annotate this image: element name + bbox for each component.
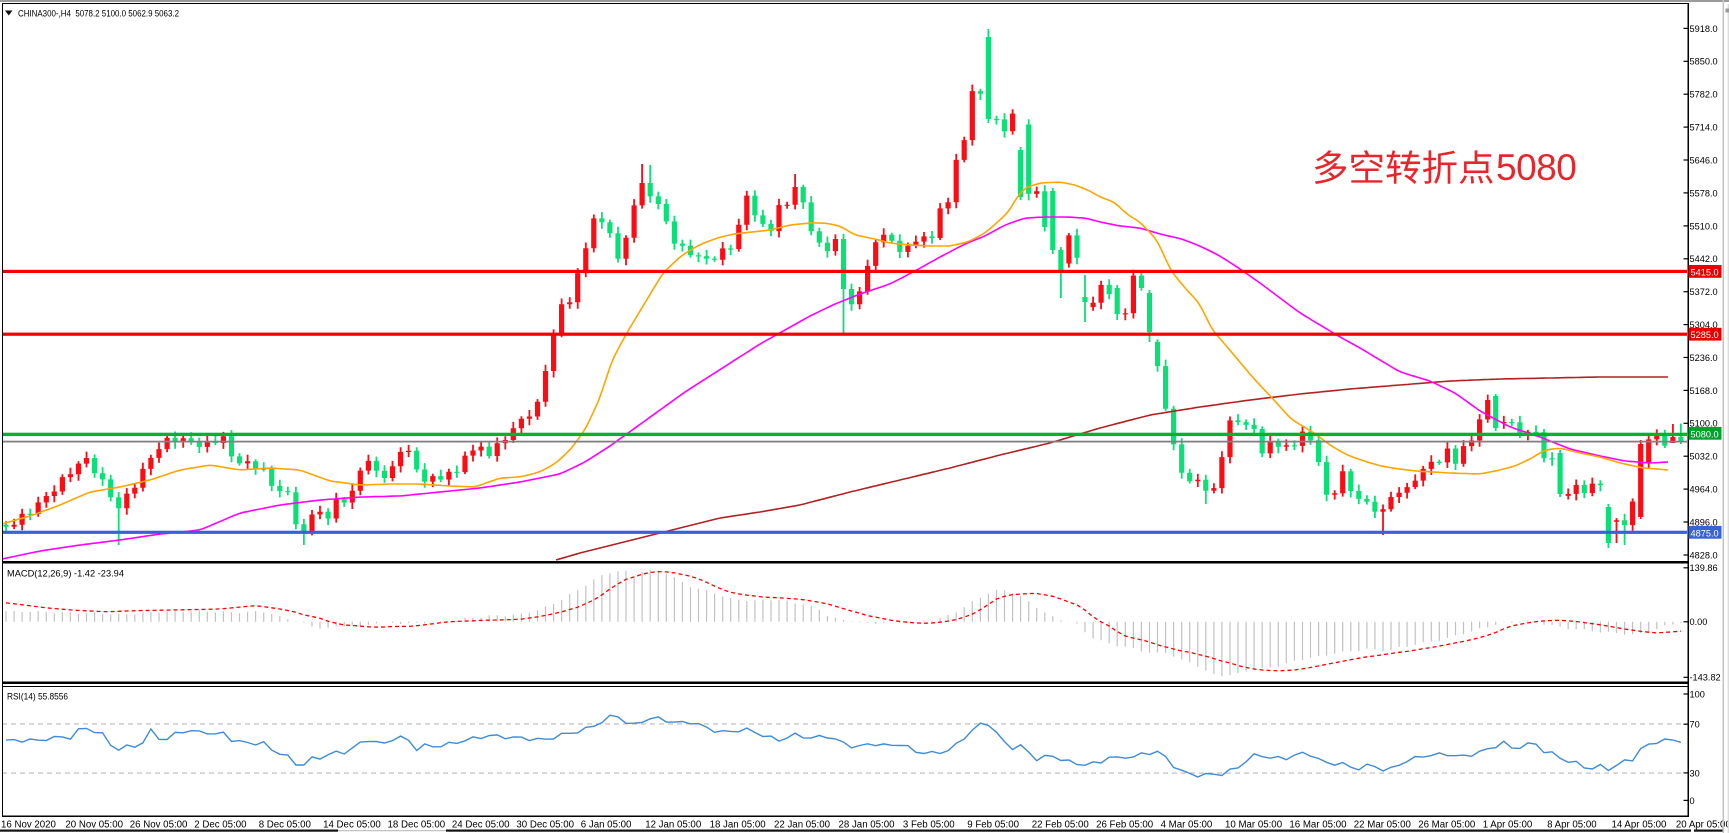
svg-text:26 Nov 05:00: 26 Nov 05:00	[130, 820, 188, 831]
svg-text:26 Feb 05:00: 26 Feb 05:00	[1096, 820, 1154, 831]
svg-text:22 Jan 05:00: 22 Jan 05:00	[774, 820, 831, 831]
svg-text:MACD(12,26,9) -1.42 -23.94: MACD(12,26,9) -1.42 -23.94	[7, 569, 124, 579]
svg-text:5032.0: 5032.0	[1690, 452, 1718, 462]
svg-text:14 Apr 05:00: 14 Apr 05:00	[1612, 820, 1668, 831]
svg-text:12 Jan 05:00: 12 Jan 05:00	[645, 820, 702, 831]
svg-text:5168.0: 5168.0	[1690, 386, 1718, 396]
svg-text:8 Apr 05:00: 8 Apr 05:00	[1547, 820, 1597, 831]
svg-text:5918.0: 5918.0	[1690, 24, 1718, 34]
svg-text:5372.0: 5372.0	[1690, 287, 1718, 297]
svg-text:2 Dec 05:00: 2 Dec 05:00	[194, 820, 247, 831]
svg-text:4875.0: 4875.0	[1691, 528, 1719, 538]
svg-text:5285.0: 5285.0	[1691, 330, 1719, 340]
svg-text:14 Dec 05:00: 14 Dec 05:00	[323, 820, 381, 831]
svg-text:139.86: 139.86	[1690, 563, 1718, 573]
svg-text:30: 30	[1690, 768, 1700, 778]
svg-text:9 Feb 05:00: 9 Feb 05:00	[967, 820, 1019, 831]
svg-text:30 Dec 05:00: 30 Dec 05:00	[516, 820, 574, 831]
svg-text:24 Dec 05:00: 24 Dec 05:00	[452, 820, 510, 831]
svg-text:22 Mar 05:00: 22 Mar 05:00	[1354, 820, 1412, 831]
svg-text:18 Jan 05:00: 18 Jan 05:00	[710, 820, 767, 831]
svg-text:5415.0: 5415.0	[1691, 267, 1719, 277]
svg-text:5850.0: 5850.0	[1690, 57, 1718, 67]
svg-text:18 Dec 05:00: 18 Dec 05:00	[388, 820, 446, 831]
svg-text:26 Mar 05:00: 26 Mar 05:00	[1418, 820, 1476, 831]
svg-text:20 Nov 05:00: 20 Nov 05:00	[65, 820, 123, 831]
svg-text:28 Jan 05:00: 28 Jan 05:00	[839, 820, 896, 831]
svg-text:4828.0: 4828.0	[1690, 550, 1718, 560]
svg-text:16 Mar 05:00: 16 Mar 05:00	[1289, 820, 1347, 831]
svg-text:-143.82: -143.82	[1690, 673, 1721, 683]
svg-text:4964.0: 4964.0	[1690, 485, 1718, 495]
svg-text:1 Apr 05:00: 1 Apr 05:00	[1483, 820, 1533, 831]
svg-text:4896.0: 4896.0	[1690, 517, 1718, 527]
svg-text:5236.0: 5236.0	[1690, 353, 1718, 363]
svg-text:5442.0: 5442.0	[1690, 254, 1718, 264]
svg-text:4 Mar 05:00: 4 Mar 05:00	[1161, 820, 1213, 831]
svg-text:70: 70	[1690, 720, 1700, 730]
svg-text:5782.0: 5782.0	[1690, 90, 1718, 100]
svg-text:5714.0: 5714.0	[1690, 123, 1718, 133]
svg-text:RSI(14) 55.8556: RSI(14) 55.8556	[7, 692, 68, 702]
svg-text:5578.0: 5578.0	[1690, 188, 1718, 198]
svg-text:10 Mar 05:00: 10 Mar 05:00	[1225, 820, 1283, 831]
svg-text:0.00: 0.00	[1690, 617, 1708, 627]
svg-text:100: 100	[1690, 689, 1705, 699]
svg-text:5100.0: 5100.0	[1690, 419, 1718, 429]
svg-text:5080.0: 5080.0	[1691, 429, 1719, 439]
svg-text:5080: 5080	[1496, 147, 1576, 188]
svg-text:CHINA300-,H4 5078.2 5100.0 50: CHINA300-,H4 5078.2 5100.0 5062.9 5063.2	[18, 9, 179, 19]
svg-text:0: 0	[1690, 796, 1695, 806]
svg-text:6 Jan 05:00: 6 Jan 05:00	[581, 820, 632, 831]
svg-text:3 Feb 05:00: 3 Feb 05:00	[903, 820, 955, 831]
svg-text:5510.0: 5510.0	[1690, 221, 1718, 231]
svg-text:16 Nov 2020: 16 Nov 2020	[1, 820, 57, 831]
svg-text:20 Apr 05:00: 20 Apr 05:00	[1676, 820, 1729, 831]
svg-text:8 Dec 05:00: 8 Dec 05:00	[259, 820, 312, 831]
svg-text:22 Feb 05:00: 22 Feb 05:00	[1032, 820, 1090, 831]
svg-text:5646.0: 5646.0	[1690, 155, 1718, 165]
svg-text:5304.0: 5304.0	[1690, 320, 1718, 330]
